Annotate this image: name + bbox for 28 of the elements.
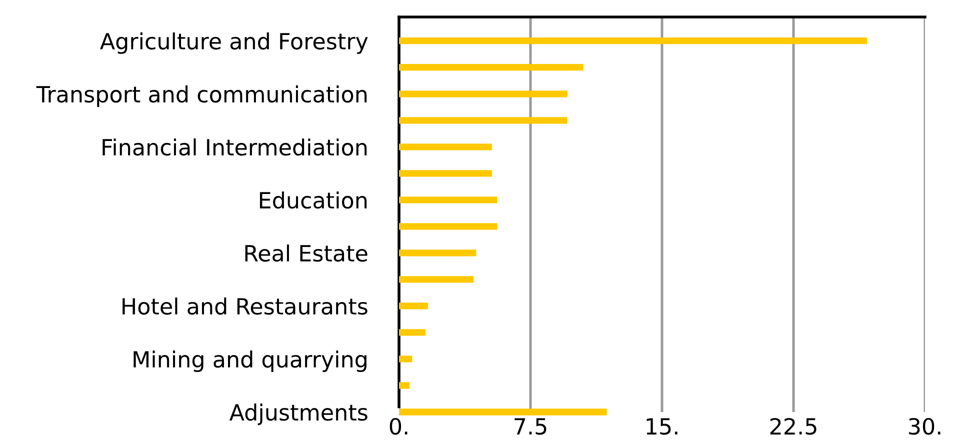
bar: [399, 250, 476, 256]
x-tick-label: 0.: [390, 418, 408, 435]
bar: [399, 276, 474, 283]
x-tick-label: 22.5: [770, 418, 816, 435]
y-tick-label: Real Estate: [245, 244, 368, 262]
bar: [399, 117, 568, 124]
y-tick-label: Hotel and Restaurants: [122, 298, 368, 315]
y-tick-label: Adjustments: [229, 404, 368, 426]
bar: [399, 196, 498, 204]
x-tick-label: 7.5: [514, 418, 546, 435]
x-tick-label: 15.: [646, 418, 678, 435]
y-tick-label: Agriculture and Forestry: [100, 32, 368, 54]
bar: [399, 408, 607, 416]
bar: [399, 38, 868, 44]
bar: [399, 144, 492, 150]
y-tick-label: Transport and communication: [36, 85, 367, 107]
bar: [399, 223, 498, 230]
bar: [399, 64, 584, 71]
bar: [399, 382, 410, 389]
bar: [399, 170, 492, 177]
y-tick-label: Financial Intermediation: [102, 138, 367, 156]
y-tick-label: Education: [260, 191, 367, 209]
bar: [399, 329, 426, 336]
bar: [399, 90, 568, 98]
bar: [399, 302, 428, 310]
bar: [399, 356, 412, 362]
y-tick-label: Mining and quarrying: [134, 350, 366, 372]
x-tick-label: 30.: [909, 418, 940, 435]
